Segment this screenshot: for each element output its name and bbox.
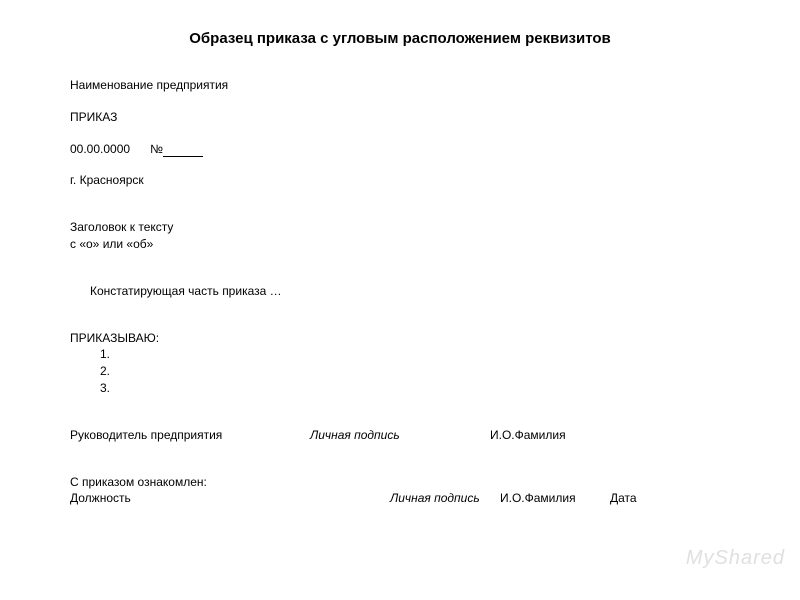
order-item-2: 2. — [70, 363, 730, 380]
order-item-1: 1. — [70, 346, 730, 363]
acknowledgment-row: Должность Личная подпись И.О.Фамилия Дат… — [70, 490, 730, 507]
date-number-line: 00.00.0000 № — [70, 141, 730, 158]
city: г. Красноярск — [70, 172, 730, 189]
acknowledgment-sign-label: Личная подпись — [390, 490, 500, 507]
doc-type: ПРИКАЗ — [70, 109, 730, 126]
order-item-3: 3. — [70, 380, 730, 397]
acknowledgment-position: Должность — [70, 490, 390, 507]
signature-sign-label: Личная подпись — [310, 427, 490, 444]
document-body: Наименование предприятия ПРИКАЗ 00.00.00… — [70, 77, 730, 507]
number-blank-line — [163, 156, 203, 157]
acknowledgment-intro: С приказом ознакомлен: — [70, 474, 730, 491]
signature-position: Руководитель предприятия — [70, 427, 310, 444]
heading-line1: Заголовок к тексту — [70, 219, 730, 236]
document-title: Образец приказа с угловым расположением … — [70, 30, 730, 47]
heading-line2: с «о» или «об» — [70, 236, 730, 253]
watermark: MyShared — [686, 547, 785, 570]
signature-row: Руководитель предприятия Личная подпись … — [70, 427, 730, 444]
acknowledgment-date: Дата — [610, 490, 670, 507]
number-prefix: № — [150, 142, 163, 156]
signature-name: И.О.Фамилия — [490, 427, 630, 444]
recital: Констатирующая часть приказа … — [70, 283, 730, 300]
order-word: ПРИКАЗЫВАЮ: — [70, 330, 730, 347]
org-name: Наименование предприятия — [70, 77, 730, 94]
date-value: 00.00.0000 — [70, 142, 130, 156]
acknowledgment-name: И.О.Фамилия — [500, 490, 610, 507]
